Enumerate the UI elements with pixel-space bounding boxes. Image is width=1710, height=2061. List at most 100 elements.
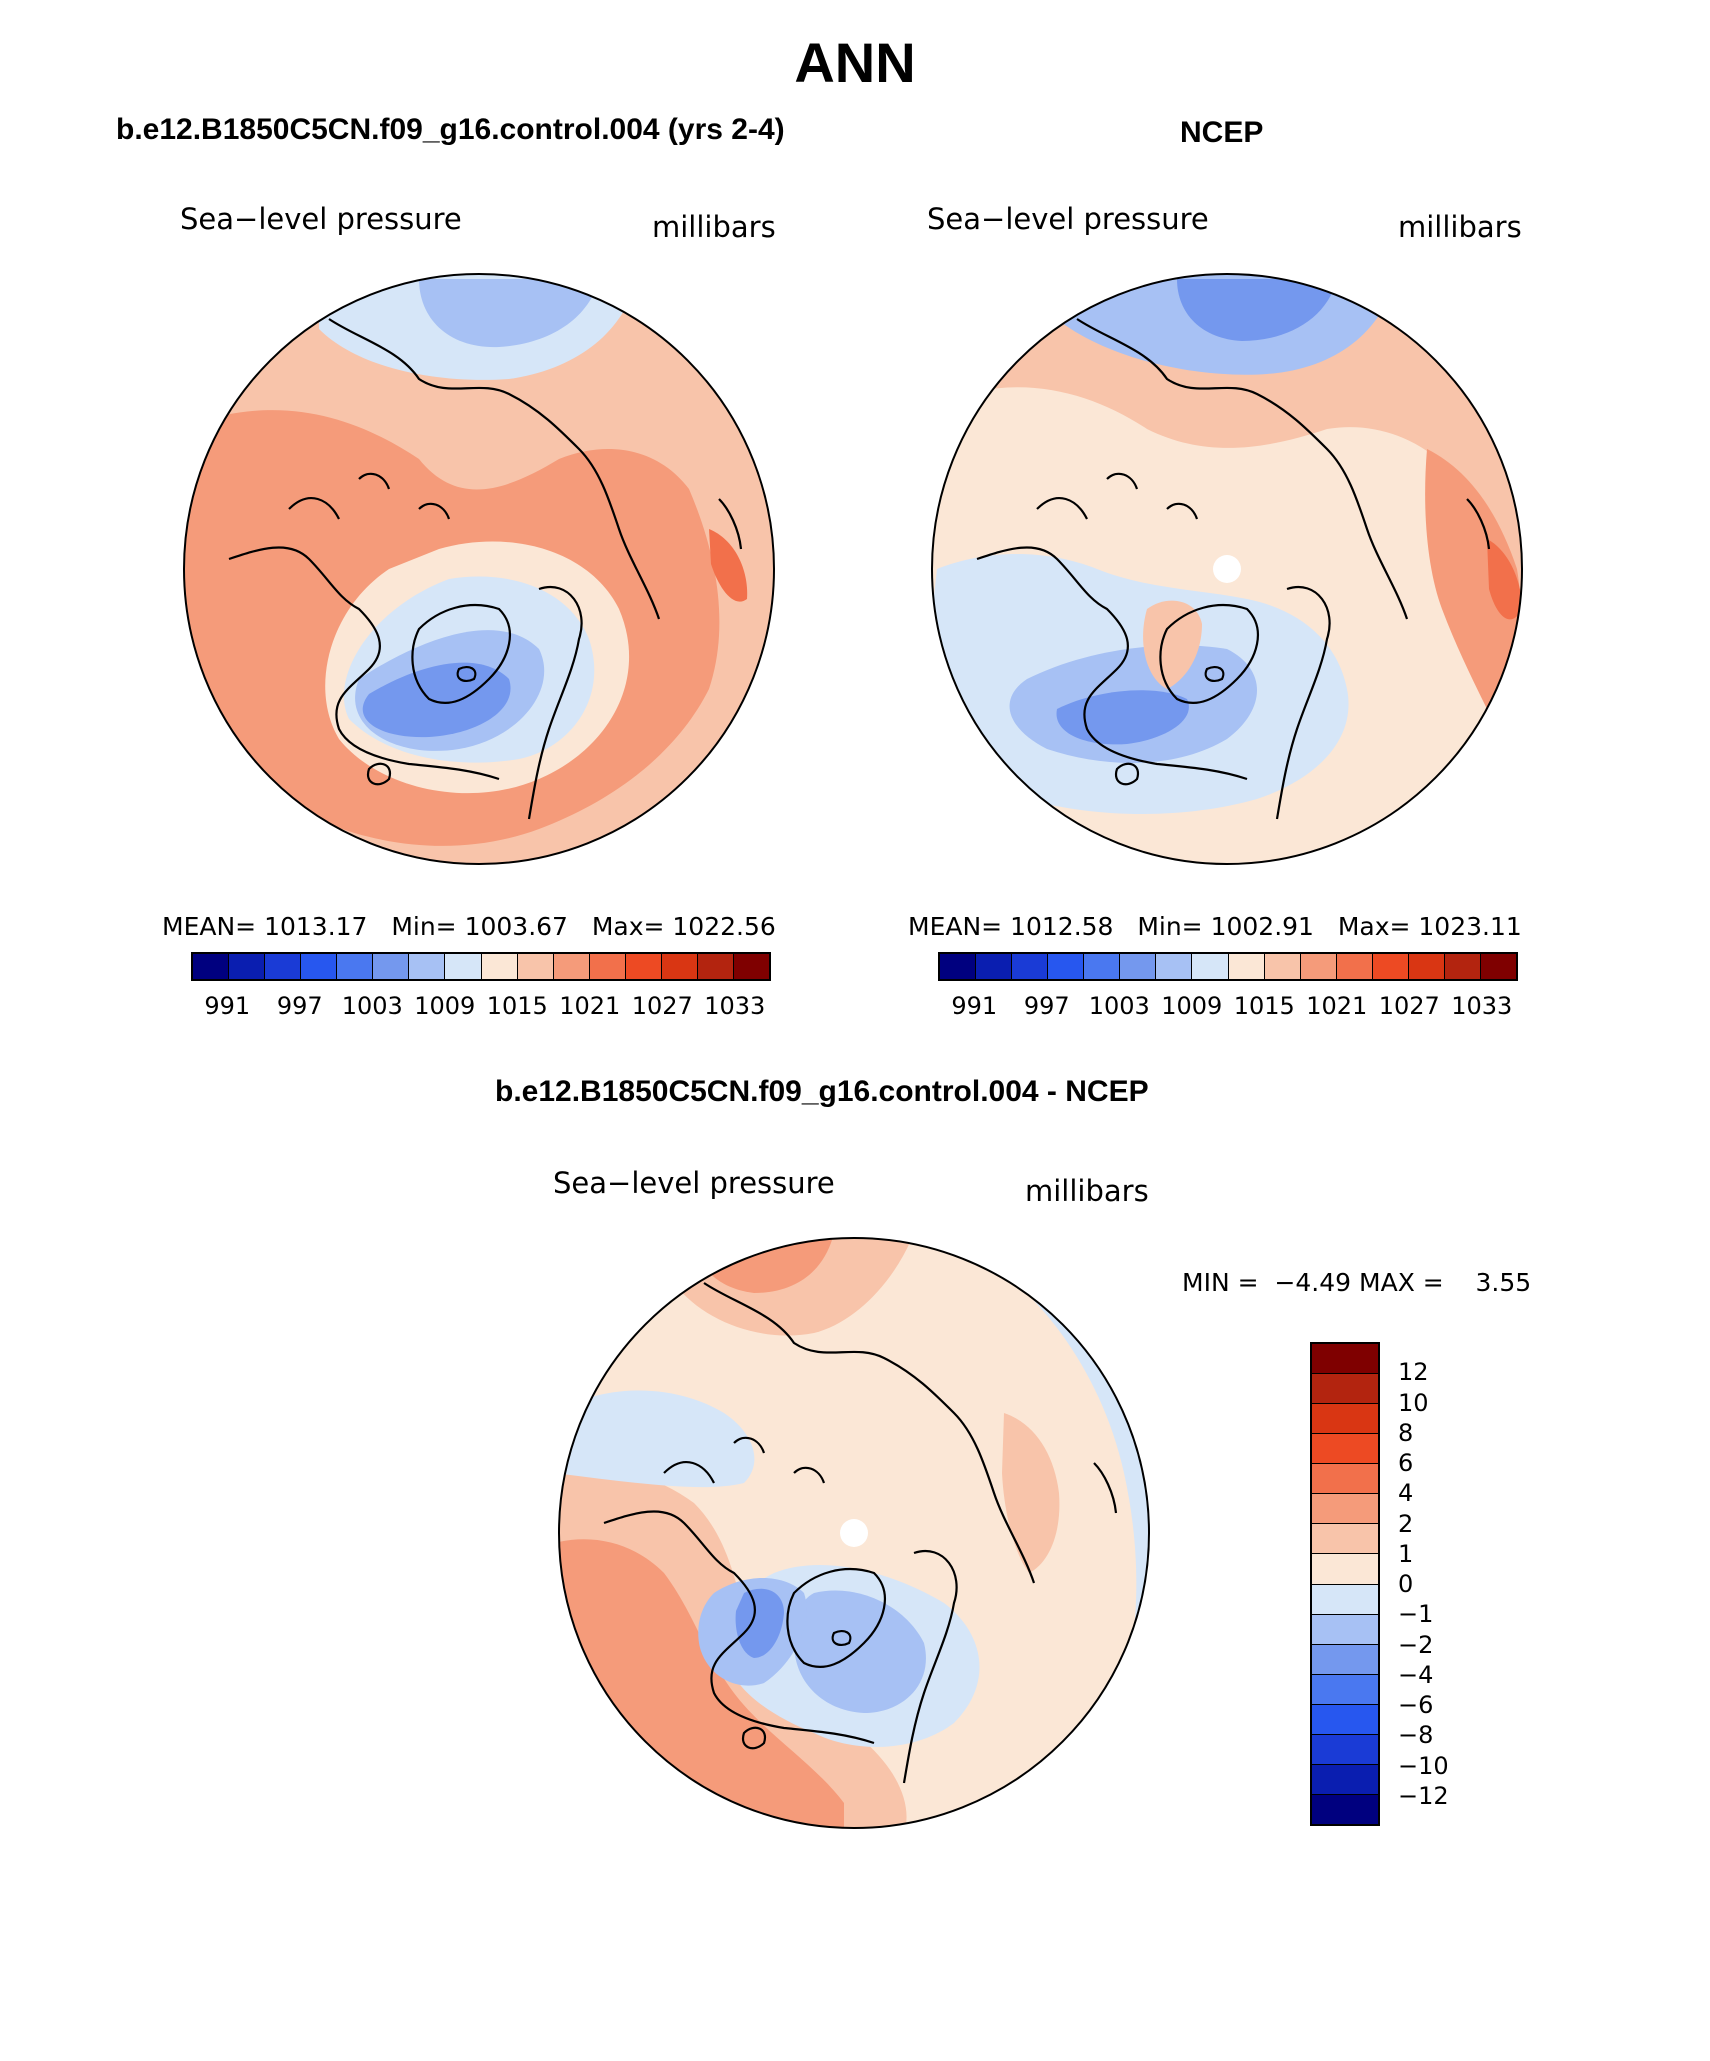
model-colorbar-swatch — [697, 954, 734, 979]
model-colorbar-label: 1015 — [486, 992, 548, 1020]
diff-colorbar-swatch — [1312, 1344, 1378, 1375]
model-colorbar-swatch — [445, 954, 482, 979]
model-colorbar-swatch — [373, 954, 410, 979]
diff-pole-gap — [840, 1519, 868, 1547]
model-high-east — [709, 529, 748, 602]
model-colorbar-label: 1033 — [704, 992, 766, 1020]
diff-colorbar-swatch — [1312, 1464, 1378, 1495]
diff-colorbar-swatch — [1312, 1704, 1378, 1735]
diff-colorbar-label: 1 — [1398, 1539, 1414, 1568]
model-colorbar-swatch — [265, 954, 302, 979]
diff-colorbar-label: −10 — [1398, 1751, 1449, 1780]
diff-east-peach — [1002, 1413, 1060, 1573]
model-colorbar-swatch — [553, 954, 590, 979]
model-stats: MEAN= 1013.17 Min= 1003.67 Max= 1022.56 — [162, 912, 776, 941]
obs-coastlines — [976, 318, 1491, 820]
diff-colorbar-swatch — [1312, 1614, 1378, 1645]
obs-colorbar — [938, 952, 1518, 981]
obs-colorbar-label: 1021 — [1306, 992, 1368, 1020]
model-colorbar-swatch — [409, 954, 446, 979]
obs-peach-region — [932, 274, 1522, 864]
obs-colorbar-swatch — [1084, 954, 1121, 979]
obs-stats: MEAN= 1012.58 Min= 1002.91 Max= 1023.11 — [908, 912, 1522, 941]
diff-colorbar-label: 10 — [1398, 1388, 1429, 1417]
obs-colorbar-swatch — [940, 954, 977, 979]
diff-coastlines — [603, 1282, 1118, 1784]
model-colorbar-label: 1021 — [559, 992, 621, 1020]
diff-colorbar-swatch — [1312, 1644, 1378, 1675]
model-colorbar-label: 1009 — [414, 992, 476, 1020]
diff-colorbar-label: 12 — [1398, 1358, 1429, 1387]
obs-colorbar-swatch — [1444, 954, 1481, 979]
obs-colorbar-swatch — [1264, 954, 1301, 979]
obs-pole-gap — [1213, 555, 1241, 583]
diff-polar-map — [558, 1237, 1150, 1829]
diff-colorbar-swatch — [1312, 1794, 1378, 1824]
model-min-value: 1003.67 — [464, 912, 568, 941]
model-colorbar-label: 991 — [204, 992, 251, 1020]
diff-max-value: 3.55 — [1475, 1268, 1532, 1297]
diff-colorbar — [1310, 1342, 1380, 1826]
obs-colorbar-swatch — [1480, 954, 1516, 979]
model-colorbar-swatch — [229, 954, 266, 979]
model-units-label: millibars — [652, 210, 776, 244]
model-map-border — [183, 273, 775, 865]
obs-pacific-low-core — [1177, 279, 1337, 341]
model-colorbar-swatch — [301, 954, 338, 979]
main-title: ANN — [794, 31, 916, 94]
model-deep-low — [362, 662, 511, 738]
obs-mean-value: 1012.58 — [1010, 912, 1114, 941]
diff-variable-label: Sea−level pressure — [553, 1166, 835, 1200]
diff-blue-north — [559, 1390, 755, 1488]
obs-colorbar-swatch — [1048, 954, 1085, 979]
diff-colorbar-swatch — [1312, 1524, 1378, 1555]
diff-colorbar-swatch — [1312, 1494, 1378, 1525]
model-max-value: 1022.56 — [672, 912, 776, 941]
diff-colorbar-swatch — [1312, 1434, 1378, 1465]
obs-salmon-east — [1425, 449, 1521, 729]
obs-panel-title: NCEP — [1180, 116, 1264, 149]
model-colorbar-swatch — [625, 954, 662, 979]
obs-min-value: 1002.91 — [1210, 912, 1314, 941]
diff-colorbar-swatch — [1312, 1404, 1378, 1435]
diff-panel-title: b.e12.B1850C5CN.f09_g16.control.004 - NC… — [495, 1075, 1149, 1108]
obs-colorbar-swatch — [1300, 954, 1337, 979]
obs-colorbar-label: 997 — [1023, 992, 1070, 1020]
obs-units-label: millibars — [1398, 210, 1522, 244]
model-colorbar-label: 1003 — [341, 992, 403, 1020]
model-colorbar-swatch — [481, 954, 518, 979]
obs-map-border — [931, 273, 1523, 865]
obs-colorbar-swatch — [1120, 954, 1157, 979]
diff-colorbar-label: 6 — [1398, 1449, 1414, 1477]
diff-colorbar-swatch — [1312, 1764, 1378, 1795]
model-colorbar-swatch — [193, 954, 230, 979]
model-coastlines — [228, 318, 743, 820]
diff-colorbar-label: −12 — [1398, 1781, 1449, 1810]
obs-greenland-high — [1143, 600, 1202, 689]
obs-deep-low — [1056, 690, 1189, 745]
diff-colorbar-label: −8 — [1398, 1721, 1434, 1750]
diff-colorbar-label: −1 — [1398, 1600, 1434, 1629]
model-colorbar-swatch — [589, 954, 626, 979]
obs-colorbar-swatch — [1408, 954, 1445, 979]
diff-blue-center — [794, 1590, 926, 1713]
obs-high-east — [1487, 539, 1522, 620]
diff-min-label: MIN = — [1182, 1268, 1259, 1297]
model-colorbar-label: 997 — [276, 992, 323, 1020]
obs-colorbar-swatch — [1336, 954, 1373, 979]
obs-colorbar-swatch — [1228, 954, 1265, 979]
model-max-label: Max= — [591, 912, 665, 941]
model-colorbar — [191, 952, 771, 981]
model-mean-label: MEAN= — [162, 912, 257, 941]
diff-colorbar-swatch — [1312, 1374, 1378, 1405]
model-variable-label: Sea−level pressure — [180, 202, 462, 236]
diff-stats: MIN = −4.49 MAX = 3.55 — [1182, 1268, 1531, 1297]
diff-colorbar-label: 8 — [1398, 1418, 1414, 1447]
obs-colorbar-swatch — [1372, 954, 1409, 979]
model-colorbar-swatch — [733, 954, 769, 979]
model-panel-title: b.e12.B1850C5CN.f09_g16.control.004 (yrs… — [116, 113, 785, 146]
obs-variable-label: Sea−level pressure — [927, 202, 1209, 236]
model-colorbar-label: 1027 — [631, 992, 693, 1020]
obs-max-value: 1023.11 — [1418, 912, 1522, 941]
obs-colorbar-label: 1015 — [1233, 992, 1295, 1020]
